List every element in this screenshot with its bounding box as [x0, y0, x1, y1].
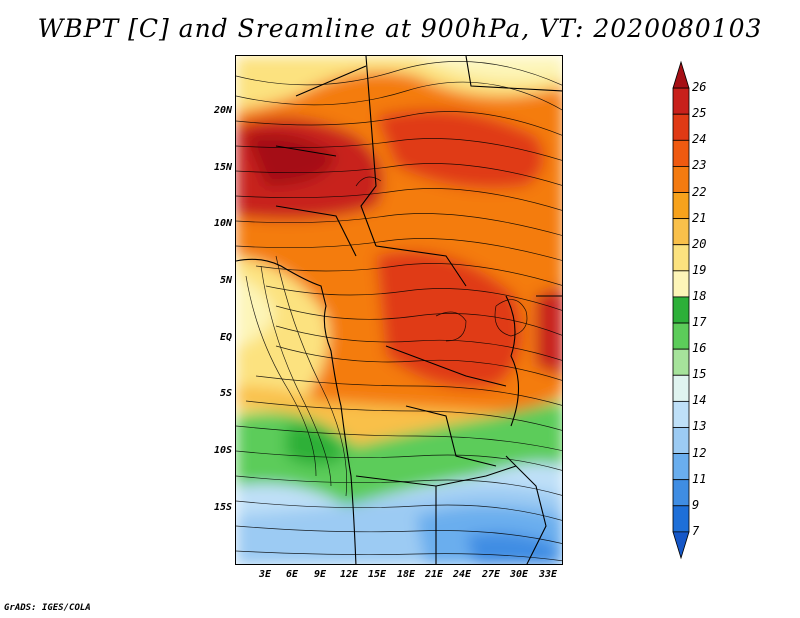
map-panel [235, 55, 563, 565]
lon-label-18e: 18E [396, 569, 416, 580]
colorbar-tick-label: 18 [692, 288, 707, 303]
lon-label-33e: 33E [538, 569, 558, 580]
lat-label-15s: 15S [213, 502, 232, 513]
lon-label-15e: 15E [367, 569, 387, 580]
colorbar-tick-label: 17 [692, 315, 707, 330]
lat-label-eq: EQ [219, 332, 232, 343]
colorbar-segment [672, 270, 690, 298]
colorbar-segment [672, 453, 690, 481]
colorbar-tick-label: 11 [692, 471, 707, 486]
colorbar-tick-label: 9 [692, 497, 700, 512]
colorbar-tick-label: 12 [692, 445, 707, 460]
lon-label-21e: 21E [424, 569, 444, 580]
colorbar-tick-label: 21 [692, 210, 707, 225]
lon-label-27e: 27E [481, 569, 501, 580]
colorbar-tick-label: 24 [692, 132, 707, 147]
colorbar-tick-label: 23 [692, 158, 707, 173]
lon-label-9e: 9E [313, 569, 327, 580]
lon-label-6e: 6E [285, 569, 299, 580]
footer-credit: GrADS: IGES/COLA [4, 603, 91, 613]
colorbar-segment [672, 166, 690, 193]
colorbar-arrow-top [672, 60, 690, 89]
colorbar-tick-label: 25 [692, 106, 707, 121]
colorbar-segment [672, 113, 690, 141]
colorbar-segment [672, 244, 690, 272]
colorbar-tick-label: 22 [692, 184, 707, 199]
colorbar-segment [672, 348, 690, 376]
colorbar-segment [672, 505, 690, 533]
lat-label-10n: 10N [213, 218, 232, 229]
colorbar-tick-label: 19 [692, 262, 707, 277]
colorbar-segment [672, 427, 690, 454]
colorbar-segment [672, 87, 690, 115]
colorbar-arrow-bottom [672, 531, 690, 560]
colorbar [672, 60, 690, 560]
colorbar-segment [672, 192, 690, 220]
colorbar-tick-label: 16 [692, 341, 707, 356]
colorbar-tick-label: 15 [692, 367, 707, 382]
lat-label-20n: 20N [213, 105, 232, 116]
wbpt-field [236, 56, 562, 564]
colorbar-segment [672, 322, 690, 350]
colorbar-tick-label: 13 [692, 419, 707, 434]
lon-label-24e: 24E [452, 569, 472, 580]
map-title: WBPT [C] and Sreamline at 900hPa, VT: 20… [37, 14, 763, 43]
colorbar-segment [672, 479, 690, 507]
colorbar-tick-label: 7 [692, 523, 700, 538]
lon-label-3e: 3E [258, 569, 272, 580]
colorbar-segment [672, 218, 690, 246]
lat-label-5s: 5S [219, 388, 232, 399]
lon-label-12e: 12E [339, 569, 359, 580]
streamlines [236, 61, 562, 562]
colorbar-segment [672, 400, 690, 428]
colorbar-segment [672, 296, 690, 324]
colorbar-segment [672, 139, 690, 167]
colorbar-tick-label: 26 [692, 80, 707, 95]
country-borders [236, 56, 562, 564]
temperature-shading [236, 56, 562, 564]
colorbar-tick-label: 20 [692, 236, 707, 251]
lat-label-5n: 5N [219, 275, 232, 286]
lat-label-15n: 15N [213, 162, 232, 173]
lon-label-30e: 30E [509, 569, 529, 580]
colorbar-segment [672, 374, 690, 402]
lat-label-10s: 10S [213, 445, 232, 456]
colorbar-tick-label: 14 [692, 393, 707, 408]
